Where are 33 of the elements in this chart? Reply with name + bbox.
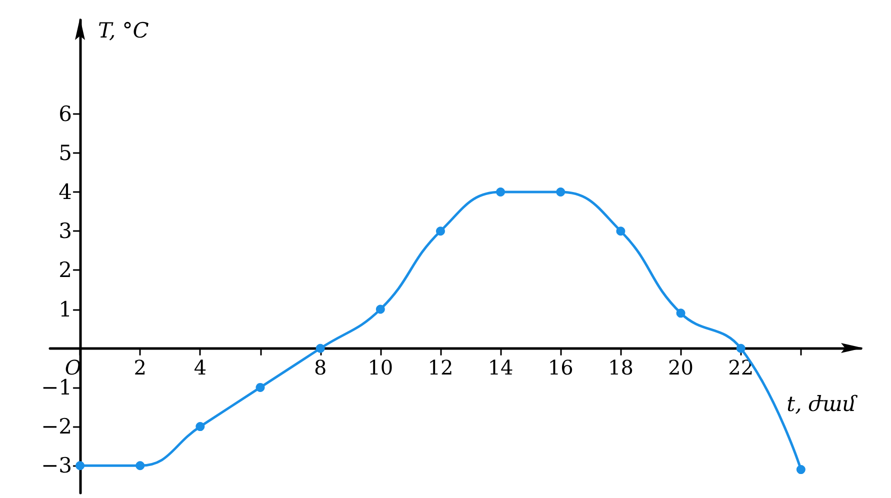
x-tick-label: 18 [608, 355, 634, 380]
x-tick-label: 4 [194, 355, 207, 380]
point [556, 188, 566, 196]
x-tick-label: 20 [668, 355, 694, 380]
x-tick-label: 16 [548, 355, 574, 380]
point [676, 308, 686, 318]
point [76, 461, 85, 470]
point [316, 344, 325, 353]
x-axis-title: t, ժամ [786, 392, 858, 416]
point [136, 461, 145, 470]
x-tick-label: 10 [368, 355, 394, 380]
point [436, 226, 445, 236]
y-tick-label: −2 [41, 414, 72, 439]
y-tick-label: 4 [58, 180, 72, 204]
x-tick-label: 12 [428, 355, 454, 380]
y-tick-label: 1 [58, 297, 72, 322]
y-tick-label: 6 [58, 102, 72, 126]
y-tick-label: −3 [41, 454, 72, 478]
x-tick-label: 2 [134, 355, 146, 380]
point [796, 465, 806, 474]
point [376, 304, 385, 314]
x-tick-label: 8 [314, 355, 327, 380]
y-tick-label: 3 [58, 219, 72, 244]
point [616, 226, 626, 236]
point [256, 382, 265, 392]
y-axis-title: T, °C [98, 18, 149, 42]
point [196, 422, 205, 432]
point [496, 188, 506, 196]
y-tick-label: −1 [41, 375, 72, 400]
y-tick-label: 2 [58, 258, 72, 282]
x-tick-label: 14 [488, 355, 514, 380]
point [736, 344, 746, 353]
y-tick-label: 5 [58, 140, 72, 165]
